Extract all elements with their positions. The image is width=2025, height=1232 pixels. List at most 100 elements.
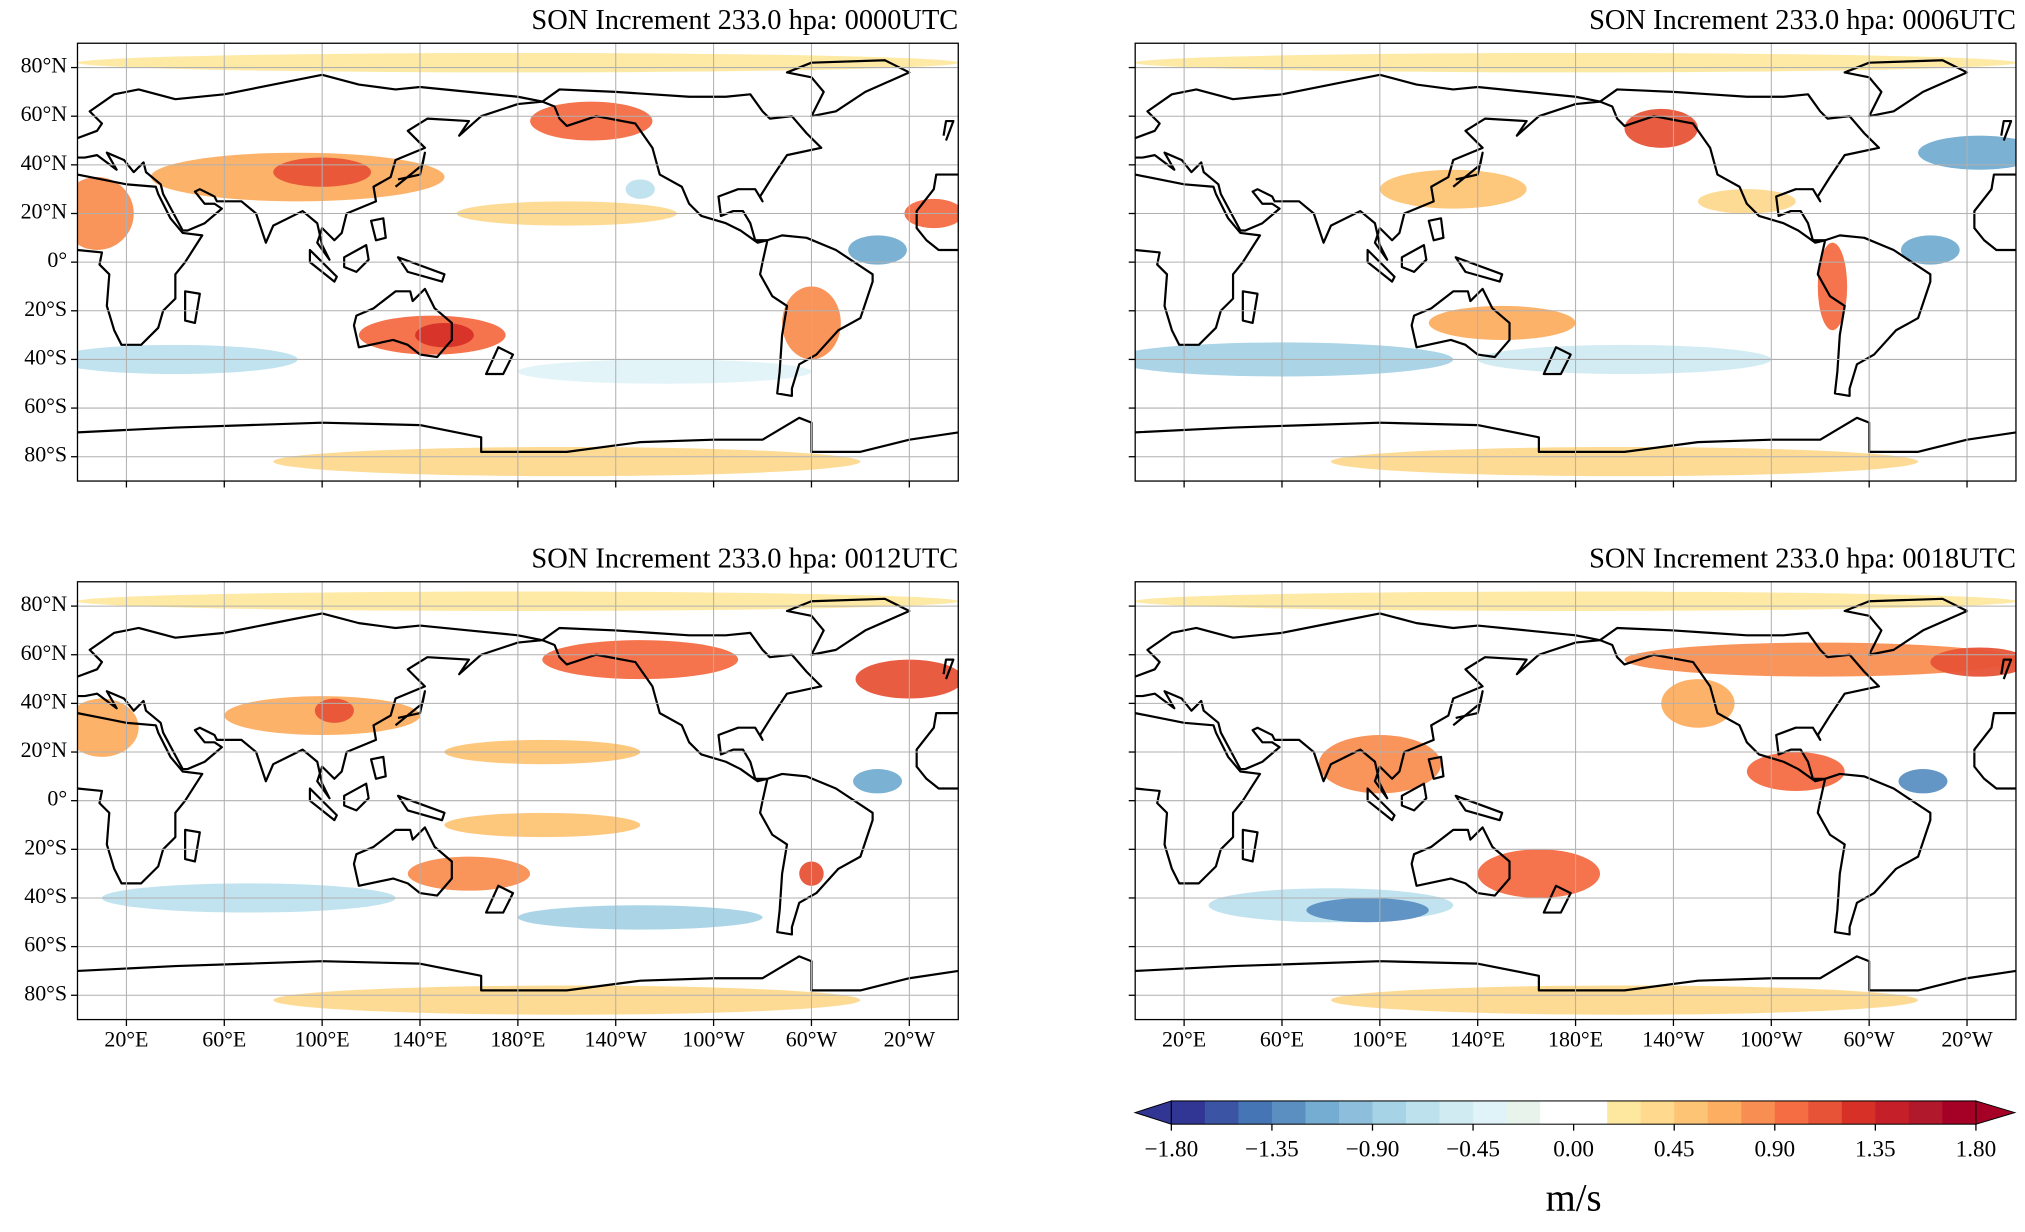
contour-region	[314, 698, 354, 723]
x-tick-label: 100°E	[1352, 1027, 1407, 1052]
colorbar-tick-label: 1.80	[1956, 1137, 1997, 1163]
map-panel	[1135, 43, 2016, 482]
x-tick-label: 60°E	[202, 1027, 246, 1052]
x-tick-label: 180°E	[490, 1027, 545, 1052]
colorbar-segment	[1674, 1100, 1709, 1125]
map-frame	[76, 42, 959, 482]
contour-region	[407, 856, 531, 891]
colorbar-segment	[1573, 1100, 1608, 1125]
x-tick-label: 140°W	[585, 1027, 648, 1052]
colorbar-tick-label: 0.90	[1754, 1137, 1795, 1163]
y-tick-label: 40°S	[24, 883, 67, 908]
colorbar-label: m/s	[1546, 1177, 1602, 1220]
contour-region	[1379, 169, 1527, 209]
x-tick-label: 20°W	[1941, 1027, 1993, 1052]
colorbar-extend-high	[1975, 1100, 2017, 1125]
colorbar-segment	[1774, 1100, 1809, 1125]
y-tick-label: 80°S	[24, 442, 67, 467]
contour-region	[1477, 849, 1601, 898]
colorbar-tick-label: 1.35	[1855, 1137, 1896, 1163]
panel-title: SON Increment 233.0 hpa: 0006UTC	[1589, 5, 2016, 36]
colorbar-segment	[1506, 1100, 1541, 1125]
colorbar-segment	[1942, 1100, 1977, 1125]
x-tick-label: 100°E	[295, 1027, 350, 1052]
contour-region	[517, 359, 812, 384]
colorbar-frame	[1170, 1100, 1977, 1125]
colorbar-segment	[1271, 1100, 1307, 1125]
colorbar-segment	[1607, 1100, 1642, 1125]
colorbar-segment	[1305, 1100, 1340, 1125]
y-tick-label: 80°S	[24, 980, 67, 1005]
colorbar-segment	[1372, 1100, 1407, 1125]
x-tick-label: 140°E	[392, 1027, 447, 1052]
colorbar-segment	[1439, 1100, 1474, 1125]
contour-region	[1900, 235, 1960, 265]
map-panel	[1135, 581, 2016, 1020]
y-tick-label: 80°N	[21, 591, 68, 616]
colorbar-tick-label: −0.90	[1346, 1137, 1400, 1163]
panel-title: SON Increment 233.0 hpa: 0018UTC	[1589, 544, 2016, 575]
y-tick-label: 0°	[47, 786, 67, 811]
x-tick-label: 20°W	[884, 1027, 936, 1052]
colorbar-segment	[1640, 1100, 1675, 1125]
y-tick-label: 20°N	[21, 199, 68, 224]
colorbar-segment	[1707, 1100, 1742, 1125]
panel-title: SON Increment 233.0 hpa: 0000UTC	[531, 5, 958, 36]
contour-region	[1428, 305, 1576, 340]
x-tick-label: 60°W	[1843, 1027, 1895, 1052]
contour-region	[1898, 769, 1948, 794]
contour-region	[542, 640, 739, 680]
colorbar-segment	[1171, 1100, 1206, 1125]
colorbar-segment	[1875, 1100, 1910, 1125]
y-tick-label: 80°N	[21, 53, 68, 78]
contour-region	[415, 322, 474, 348]
colorbar-tick-label: 0.00	[1553, 1137, 1594, 1163]
colorbar-segment	[1238, 1100, 1273, 1125]
y-tick-label: 60°S	[24, 393, 67, 418]
x-tick-label: 60°W	[786, 1027, 838, 1052]
contour-region	[1624, 108, 1698, 148]
colorbar-segment	[1473, 1100, 1508, 1125]
y-tick-label: 20°S	[24, 296, 67, 321]
colorbar-tick-label: −1.35	[1245, 1137, 1299, 1163]
colorbar-extend-low	[1133, 1100, 1172, 1125]
contour-region	[77, 698, 139, 757]
map-frame	[1134, 42, 2017, 482]
map-panel	[77, 581, 959, 1020]
colorbar-tick-label: −0.45	[1446, 1137, 1500, 1163]
colorbar-tick-label: 0.45	[1654, 1137, 1695, 1163]
colorbar-tick-label: −1.80	[1144, 1137, 1198, 1163]
contour-region	[1817, 242, 1848, 331]
colorbar-segment	[1841, 1100, 1876, 1125]
x-tick-label: 140°E	[1450, 1027, 1505, 1052]
colorbar-segment	[1338, 1100, 1374, 1125]
y-tick-label: 40°N	[21, 688, 68, 713]
colorbar-segment	[1808, 1100, 1843, 1125]
y-tick-label: 60°N	[21, 640, 68, 665]
y-tick-label: 20°S	[24, 834, 67, 859]
colorbar-segment	[1204, 1100, 1240, 1125]
y-tick-label: 40°S	[24, 344, 67, 369]
x-tick-label: 180°E	[1548, 1027, 1603, 1052]
y-tick-label: 20°N	[21, 737, 68, 762]
contour-region	[444, 812, 641, 838]
y-tick-label: 40°N	[21, 150, 68, 175]
colorbar-segment	[1741, 1100, 1776, 1125]
x-tick-label: 20°E	[1162, 1027, 1206, 1052]
contour-region	[1746, 752, 1845, 791]
contour-region	[530, 101, 653, 141]
map-panel	[77, 43, 959, 482]
x-tick-label: 100°W	[682, 1027, 745, 1052]
map-frame	[76, 581, 959, 1021]
contour-region	[1624, 642, 2016, 677]
contour-region	[1306, 897, 1429, 923]
colorbar-segment	[1406, 1100, 1441, 1125]
contour-region	[517, 905, 763, 930]
x-tick-label: 100°W	[1740, 1027, 1803, 1052]
map-frame	[1134, 581, 2017, 1021]
x-tick-label: 140°W	[1642, 1027, 1705, 1052]
colorbar-segment	[1908, 1100, 1944, 1125]
contour-region	[625, 179, 655, 199]
